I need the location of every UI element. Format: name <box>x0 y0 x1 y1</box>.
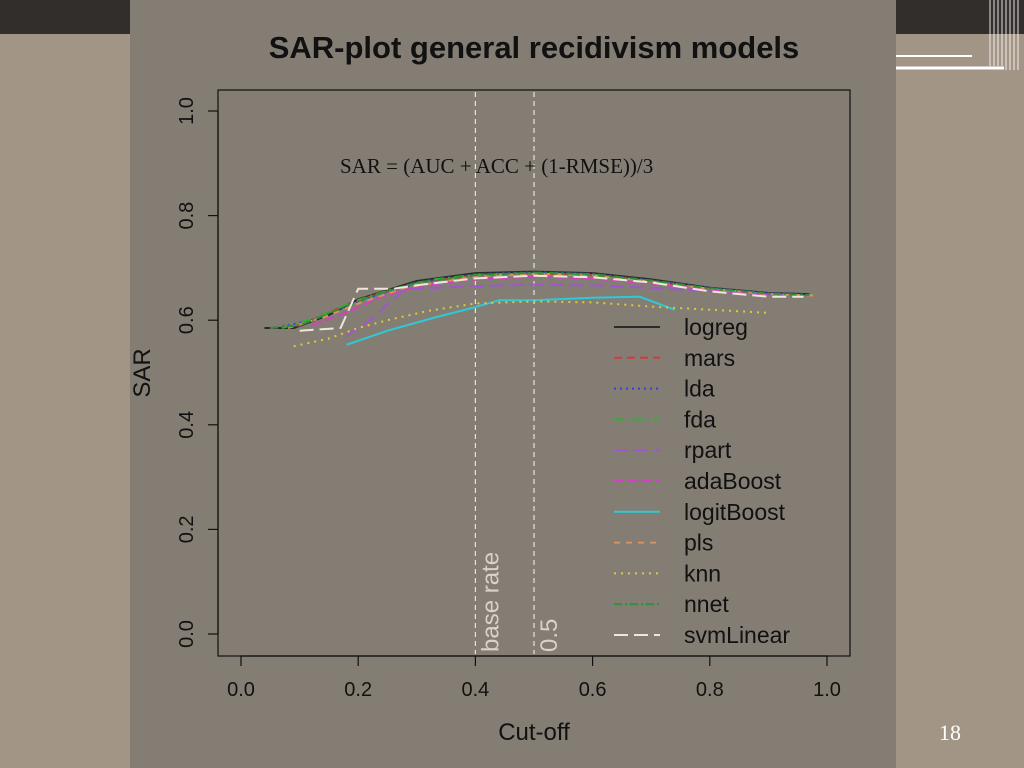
x-tick-label: 0.0 <box>227 679 255 701</box>
legend-label: adaBoost <box>684 468 782 494</box>
x-tick-label: 0.4 <box>461 679 489 701</box>
legend-label: pls <box>684 530 713 556</box>
y-tick-label: 0.2 <box>176 515 198 543</box>
chart-panel <box>130 0 896 768</box>
y-axis-label: SAR <box>129 348 156 397</box>
legend-label: fda <box>684 406 716 432</box>
chart-title: SAR-plot general recidivism models <box>269 30 800 65</box>
legend-label: knn <box>684 560 721 586</box>
legend-label: svmLinear <box>684 622 790 648</box>
series-line-svmLinear <box>299 274 804 332</box>
series-line-fda <box>281 272 804 329</box>
y-tick-label: 0.8 <box>176 202 198 230</box>
reference-line-label: base rate <box>477 552 504 652</box>
legend-label: logitBoost <box>684 499 786 525</box>
x-tick-label: 0.2 <box>344 679 372 701</box>
y-tick-label: 0.0 <box>176 620 198 648</box>
legend-label: lda <box>684 376 715 402</box>
series-lines <box>264 270 816 348</box>
y-tick-label: 1.0 <box>176 97 198 125</box>
legend-label: mars <box>684 345 735 371</box>
sar-formula-annotation: SAR = (AUC + ACC + (1-RMSE))/3 <box>340 154 653 178</box>
decorative-lines <box>896 0 1019 70</box>
slide-number: 18 <box>939 720 961 745</box>
series-line-rpart <box>345 283 798 337</box>
legend-label: rpart <box>684 437 732 463</box>
x-tick-label: 0.6 <box>579 679 607 701</box>
series-line-knn <box>293 300 769 348</box>
legend-label: logreg <box>684 314 748 340</box>
x-tick-label: 1.0 <box>813 679 841 701</box>
series-line-adaBoost <box>310 275 769 327</box>
legend-label: nnet <box>684 591 729 617</box>
series-line-pls <box>287 272 816 329</box>
series-line-logitBoost <box>346 295 675 346</box>
reference-lines: base rate 0.5 <box>474 92 563 654</box>
reference-line-label: 0.5 <box>536 619 563 652</box>
x-tick-label: 0.8 <box>696 679 724 701</box>
legend: logreg mars lda fda rpart adaBoost logitBoost p… <box>614 314 790 648</box>
y-tick-label: 0.6 <box>176 306 198 334</box>
x-axis-label: Cut-off <box>498 719 570 746</box>
y-tick-label: 0.4 <box>176 411 198 439</box>
axes: 0.0 0.2 0.4 0.6 0.8 1.0 0.0 0.2 0.4 0.6 0.8 1.0 <box>176 97 841 701</box>
series-line-nnet <box>270 271 810 329</box>
